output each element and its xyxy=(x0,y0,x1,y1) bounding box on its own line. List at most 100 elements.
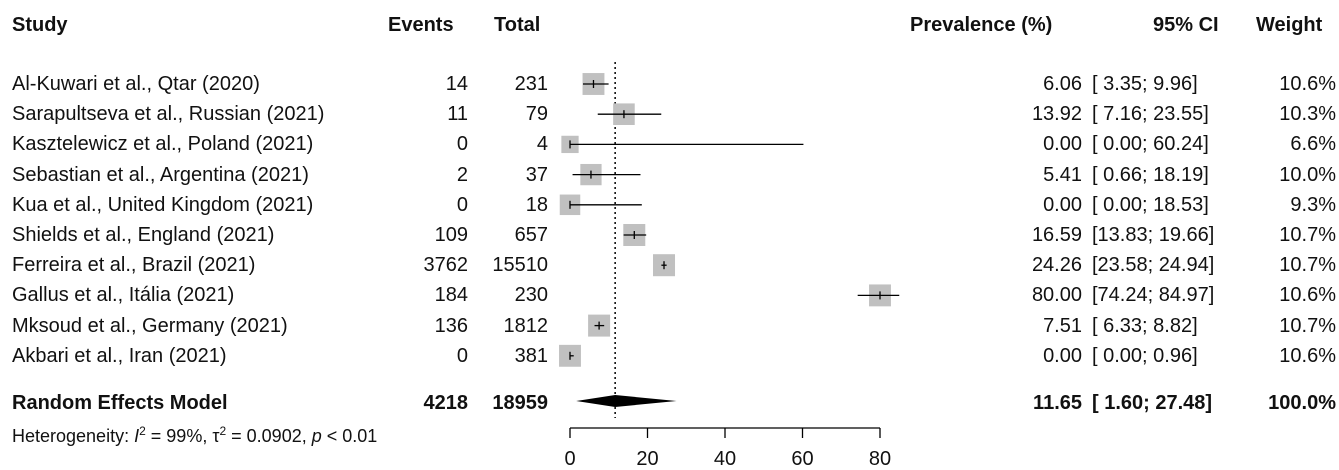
table-row: Al-Kuwari et al., Qtar (2020) 14 231 6.06 [ … xyxy=(0,69,1339,99)
study-prevalence: 16.59 xyxy=(1031,224,1082,246)
study-events: 14 xyxy=(445,73,468,95)
het-p-value: < 0.01 xyxy=(321,426,378,446)
study-ci: [ 3.35; 9.96] xyxy=(1092,73,1198,95)
heterogeneity-text: Heterogeneity: I2 = 99%, τ2 = 0.0902, p … xyxy=(12,424,377,447)
summary-events: 4218 xyxy=(423,392,469,414)
het-i2-sup: 2 xyxy=(139,424,146,438)
study-name: Shields et al., England (2021) xyxy=(12,224,275,246)
table-row: Ferreira et al., Brazil (2021) 3762 15510 2… xyxy=(0,250,1339,280)
study-prevalence: 5.41 xyxy=(1043,163,1082,186)
table-row: Sebastian et al., Argentina (2021) 2 37 5.4… xyxy=(0,160,1339,190)
study-name: Sebastian et al., Argentina (2021) xyxy=(12,163,309,186)
table-row: Kasztelewicz et al., Poland (2021) 0 4 0.00… xyxy=(0,129,1339,159)
x-tick-label: 60 xyxy=(791,448,813,470)
header-prevalence: Prevalence (%) xyxy=(910,14,1053,36)
study-ci: [ 0.00; 0.96] xyxy=(1092,344,1198,367)
summary-ci: [ 1.60; 27.48] xyxy=(1092,392,1213,414)
x-tick-label: 40 xyxy=(714,448,736,470)
study-ci: [23.58; 24.94] xyxy=(1092,254,1215,277)
study-total: 230 xyxy=(514,284,548,307)
study-total: 79 xyxy=(525,103,548,126)
study-total: 18 xyxy=(525,193,548,216)
summary-prevalence: 11.65 xyxy=(1033,392,1082,414)
header-total: Total xyxy=(494,14,541,36)
summary-row: Random Effects Model 4218 18959 11.65 [ … xyxy=(0,388,1339,418)
study-total: 1812 xyxy=(503,314,549,337)
header-ci: 95% CI xyxy=(1153,14,1219,36)
het-tau-symbol: τ xyxy=(212,426,220,446)
het-p-symbol: p xyxy=(311,426,322,446)
study-name: Akbari et al., Iran (2021) xyxy=(12,344,227,367)
study-ci: [ 0.00; 60.24] xyxy=(1092,133,1209,156)
study-events: 184 xyxy=(434,284,468,307)
table-row: Kua et al., United Kingdom (2021) 0 18 0.00… xyxy=(0,190,1339,220)
header-weight: Weight xyxy=(1256,14,1323,36)
study-ci: [ 0.66; 18.19] xyxy=(1092,163,1209,186)
study-total: 231 xyxy=(514,73,548,95)
header-events: Events xyxy=(388,14,454,36)
study-name: Sarapultseva et al., Russian (2021) xyxy=(12,103,325,126)
study-prevalence: 7.51 xyxy=(1043,314,1082,337)
pooled-diamond xyxy=(576,395,677,407)
study-name: Kasztelewicz et al., Poland (2021) xyxy=(12,133,314,156)
table-row: Mksoud et al., Germany (2021) 136 1812 7.51… xyxy=(0,311,1339,341)
x-tick-label: 80 xyxy=(869,448,891,470)
table-row: Gallus et al., Itália (2021) 184 230 80.00 [… xyxy=(0,280,1339,310)
study-prevalence: 0.00 xyxy=(1043,133,1082,156)
het-i2-value: = 99%, xyxy=(145,426,213,446)
header-study: Study xyxy=(12,14,68,36)
study-weight: 9.3% xyxy=(1290,193,1336,216)
study-total: 37 xyxy=(525,163,548,186)
study-weight: 10.3% xyxy=(1279,103,1336,126)
study-weight: 10.6% xyxy=(1279,284,1336,307)
study-total: 15510 xyxy=(492,254,548,277)
study-name: Mksoud et al., Germany (2021) xyxy=(12,314,288,337)
study-ci: [13.83; 19.66] xyxy=(1092,224,1215,246)
study-events: 0 xyxy=(456,133,468,156)
table-row: Akbari et al., Iran (2021) 0 381 0.00 [ 0.00… xyxy=(0,341,1339,371)
study-weight: 10.6% xyxy=(1279,73,1336,95)
table-row: Shields et al., England (2021) 109 657 16.5… xyxy=(0,220,1339,250)
study-total: 381 xyxy=(514,344,548,367)
study-events: 2 xyxy=(456,163,468,186)
summary-weight: 100.0% xyxy=(1268,392,1336,414)
study-events: 11 xyxy=(447,103,468,126)
study-ci: [ 0.00; 18.53] xyxy=(1092,193,1209,216)
study-weight: 10.7% xyxy=(1279,254,1336,277)
study-events: 136 xyxy=(434,314,468,337)
study-name: Gallus et al., Itália (2021) xyxy=(12,284,235,307)
study-weight: 10.7% xyxy=(1279,314,1336,337)
study-events: 0 xyxy=(456,344,468,367)
study-prevalence: 0.00 xyxy=(1043,344,1082,367)
study-ci: [ 6.33; 8.82] xyxy=(1092,314,1198,337)
study-weight: 10.7% xyxy=(1279,224,1336,246)
study-weight: 6.6% xyxy=(1290,133,1336,156)
study-prevalence: 13.92 xyxy=(1031,103,1082,126)
study-name: Ferreira et al., Brazil (2021) xyxy=(12,254,256,277)
x-tick-label: 0 xyxy=(564,448,575,470)
study-prevalence: 24.26 xyxy=(1031,254,1082,277)
het-tau-value: = 0.0902, xyxy=(226,426,312,446)
study-events: 109 xyxy=(434,224,468,246)
het-prefix: Heterogeneity: xyxy=(12,426,135,446)
table-row: Sarapultseva et al., Russian (2021) 11 79 1… xyxy=(0,99,1339,129)
study-ci: [74.24; 84.97] xyxy=(1092,284,1215,307)
summary-label: Random Effects Model xyxy=(12,392,228,414)
study-total: 4 xyxy=(536,133,548,156)
het-i2-symbol: I xyxy=(134,426,140,446)
study-total: 657 xyxy=(514,224,548,246)
study-events: 3762 xyxy=(423,254,469,277)
study-weight: 10.0% xyxy=(1279,163,1336,186)
study-name: Kua et al., United Kingdom (2021) xyxy=(12,193,314,216)
study-weight: 10.6% xyxy=(1279,344,1336,367)
summary-total: 18959 xyxy=(492,392,548,414)
study-prevalence: 80.00 xyxy=(1031,284,1082,307)
study-name: Al-Kuwari et al., Qtar (2020) xyxy=(12,73,260,95)
het-tau-sup: 2 xyxy=(219,424,227,438)
x-tick-label: 20 xyxy=(636,448,658,470)
study-prevalence: 6.06 xyxy=(1043,73,1082,95)
study-prevalence: 0.00 xyxy=(1043,193,1082,216)
study-ci: [ 7.16; 23.55] xyxy=(1092,103,1209,126)
study-events: 0 xyxy=(456,193,468,216)
